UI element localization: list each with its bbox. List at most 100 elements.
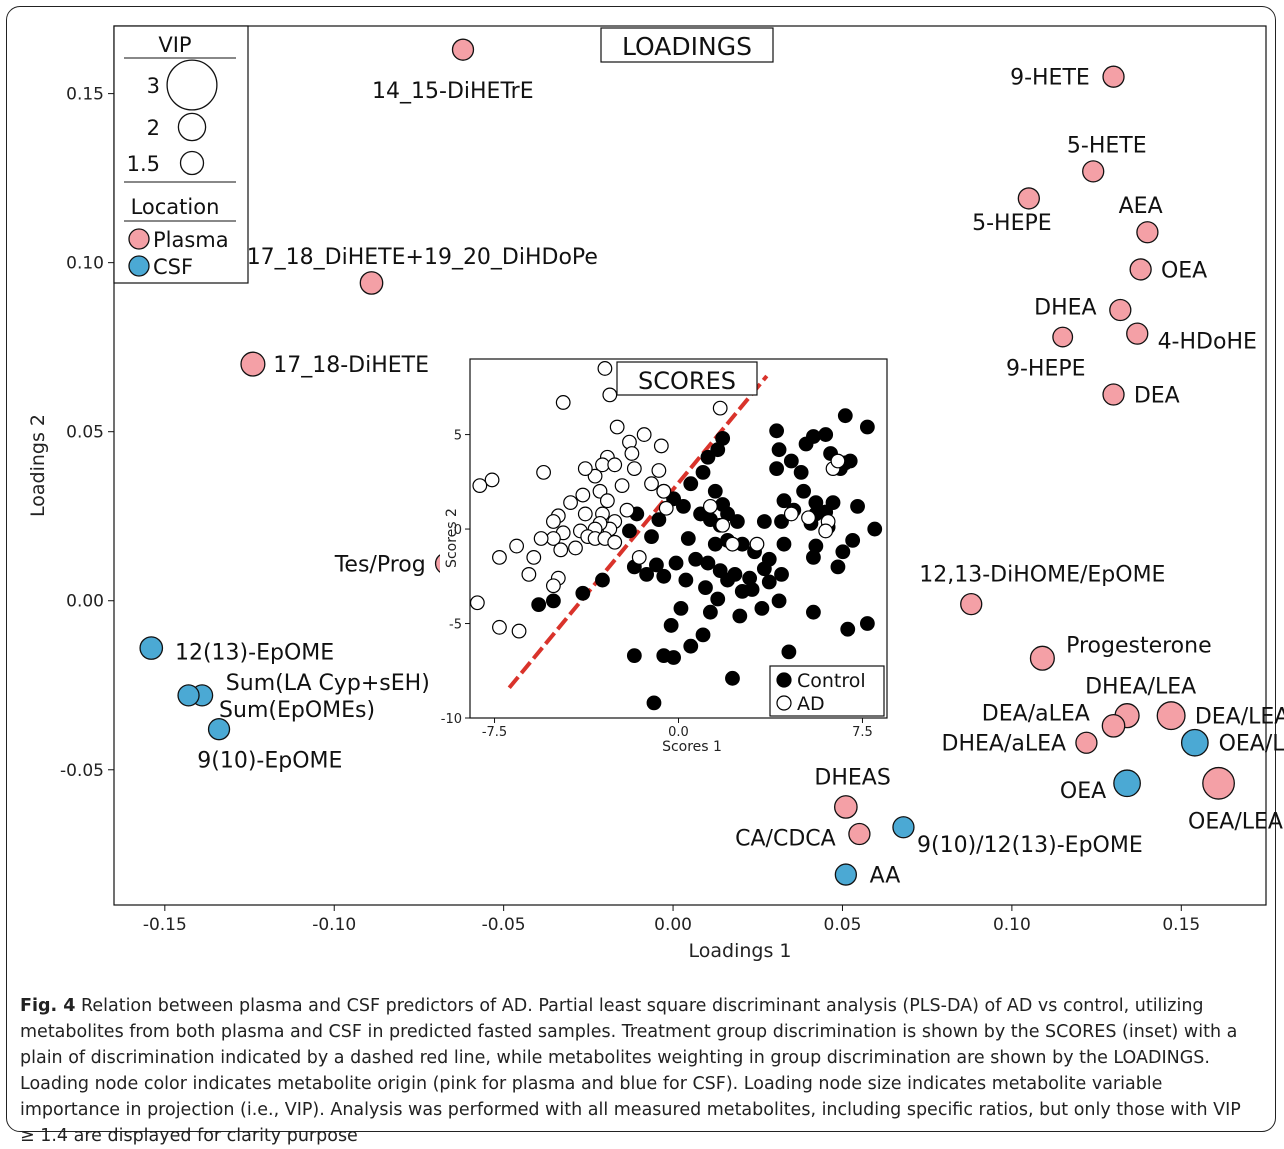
inset-y-tick-label: 0 (454, 523, 462, 538)
ad-score-point (526, 549, 542, 565)
control-score-point (774, 514, 789, 529)
ad-score-point (651, 463, 667, 478)
loading-point (1180, 728, 1209, 757)
control-score-point (698, 580, 713, 596)
ad-score-point (619, 502, 635, 518)
loading-point-label: 9-HEPE (1006, 356, 1086, 381)
loading-point (1102, 65, 1125, 88)
control-score-point (720, 572, 735, 588)
loading-point-label: Sum(LA Cyp+sEH) (226, 671, 430, 696)
control-score-point (732, 608, 748, 624)
y-tick-label: -0.05 (60, 761, 104, 781)
loading-point-label: 14_15-DiHETrE (372, 79, 534, 104)
ad-score-point (818, 523, 834, 539)
control-score-point (663, 618, 679, 633)
control-score-point (707, 536, 723, 552)
ad-score-point (653, 438, 669, 454)
control-score-point (835, 544, 851, 560)
ad-score-point (626, 461, 642, 476)
loading-point (834, 863, 858, 886)
ad-score-point (563, 495, 578, 511)
inset-x-tick-label: -7.5 (482, 725, 507, 740)
legend-vip-circle (179, 150, 205, 176)
ad-score-point (783, 506, 799, 522)
inset-x-axis-label: Scores 1 (662, 739, 722, 755)
control-score-point (754, 601, 770, 616)
y-tick-label: 0.15 (66, 85, 104, 105)
x-tick-label: -0.05 (482, 915, 526, 935)
loading-point-label: OEA (1060, 779, 1106, 804)
control-score-point (796, 483, 811, 499)
control-score-point (683, 638, 699, 654)
control-score-point (830, 559, 846, 575)
control-score-point (695, 464, 711, 480)
loading-point-label: DHEA (1034, 296, 1096, 321)
y-axis-label: Loadings 2 (27, 414, 49, 517)
ad-score-point (587, 468, 603, 484)
loading-point-label: AEA (1119, 194, 1163, 219)
ad-score-point (546, 578, 561, 594)
loading-point-label: 9(10)-EpOME (197, 749, 342, 774)
control-score-point (646, 695, 662, 711)
loadings-scores-figure: -0.15 -0.10 -0.05 0.00 0.05 0.10 0.15-0.050.00… (27, 25, 1284, 962)
loading-point-label: OEA/LEA (1219, 732, 1284, 757)
loading-point-label: 4-HDoHE (1158, 329, 1257, 354)
x-tick-label: 0.15 (1162, 915, 1200, 935)
control-score-point (845, 532, 861, 548)
control-score-point (626, 648, 642, 664)
ad-score-point (602, 387, 618, 403)
loading-point (834, 795, 858, 819)
loading-point-label: DHEAS (814, 766, 890, 791)
control-score-point (651, 512, 667, 528)
control-score-point (776, 493, 792, 509)
scores-legend-swatch (776, 672, 792, 688)
y-tick-label: 0.00 (66, 592, 104, 612)
ad-score-point (555, 395, 571, 410)
x-tick-label: -0.15 (143, 915, 187, 935)
control-score-point (756, 561, 772, 577)
control-score-point (761, 574, 777, 590)
loading-point-label: 9(10)/12(13)-EpOME (917, 833, 1143, 858)
loading-point (1082, 160, 1105, 183)
ad-score-point (577, 506, 593, 522)
ad-score-point (469, 595, 485, 611)
ad-score-point (624, 446, 640, 461)
control-score-point (656, 568, 672, 584)
control-score-point (744, 582, 760, 597)
ad-score-point (484, 472, 500, 488)
loading-point-label: 5-HETE (1067, 133, 1147, 158)
control-score-point (837, 408, 853, 424)
ad-score-point (656, 483, 672, 499)
control-score-point (771, 442, 787, 458)
loading-point (1156, 701, 1186, 731)
control-score-point (639, 567, 655, 582)
caption-text: Relation between plasma and CSF predicto… (20, 996, 1241, 1146)
inset-y-tick-label: -10 (441, 712, 462, 727)
figure-label: Fig. 4 (20, 996, 76, 1016)
x-tick-label: 0.00 (654, 915, 692, 935)
y-tick-label: 0.10 (66, 254, 104, 274)
control-score-point (859, 616, 875, 631)
ad-score-point (546, 514, 561, 529)
loading-point (207, 718, 231, 741)
ad-score-point (702, 498, 718, 514)
control-score-point (622, 523, 637, 539)
scores-inset: -7.5 0.0 7.5 -10 -5 0 5 Scores 1 Scores 2 SCORES C… (440, 352, 892, 760)
legend-location-title: Location (131, 195, 220, 219)
control-score-point (756, 514, 772, 529)
loading-point (451, 38, 475, 61)
legend-vip-label: 2 (147, 116, 160, 140)
ad-score-point (607, 457, 623, 473)
ad-score-point (609, 419, 625, 435)
loading-point-label: DEA/LEA (1195, 705, 1284, 730)
control-score-point (695, 627, 711, 643)
ad-score-point (725, 536, 740, 552)
loading-point (359, 271, 384, 295)
control-score-point (783, 453, 799, 469)
control-score-point (710, 591, 726, 607)
loading-point (1136, 221, 1159, 244)
control-score-point (850, 498, 865, 514)
scores-plot-area (469, 358, 888, 719)
legend-location-swatch (128, 255, 150, 277)
